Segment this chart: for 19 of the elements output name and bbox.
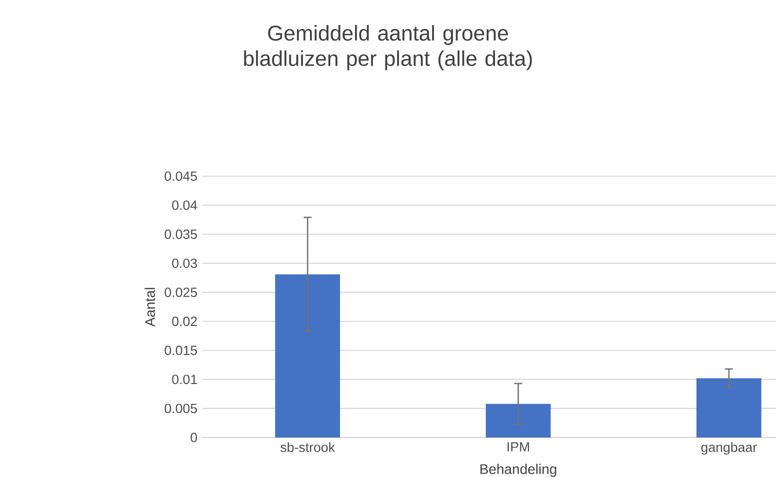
x-tick-label: sb-strook [280, 442, 336, 452]
x-tick-label: IPM [508, 442, 529, 452]
y-tick-label: 0.03 [172, 258, 197, 268]
y-axis-title: Aantal [144, 288, 156, 327]
chart-title: Gemiddeld aantal groene bladluizen per plant (alle data) [244, 25, 532, 70]
x-axis-title: Behandeling [480, 464, 556, 477]
y-tick-label: 0 [190, 432, 198, 442]
x-tick-label: gangbaar [701, 442, 757, 455]
y-tick-label: 0.035 [164, 230, 197, 239]
y-tick-label: 0.02 [172, 316, 197, 326]
y-tick-label: 0.025 [164, 288, 197, 298]
y-tick-label: 0.005 [164, 404, 197, 414]
bar [696, 378, 762, 438]
y-tick-label: 0.045 [164, 171, 197, 181]
bar [275, 274, 340, 438]
y-tick-label: 0.01 [172, 374, 197, 384]
bar [486, 404, 551, 438]
y-tick-label: 0.04 [172, 200, 198, 210]
y-tick-label: 0.015 [164, 346, 197, 356]
